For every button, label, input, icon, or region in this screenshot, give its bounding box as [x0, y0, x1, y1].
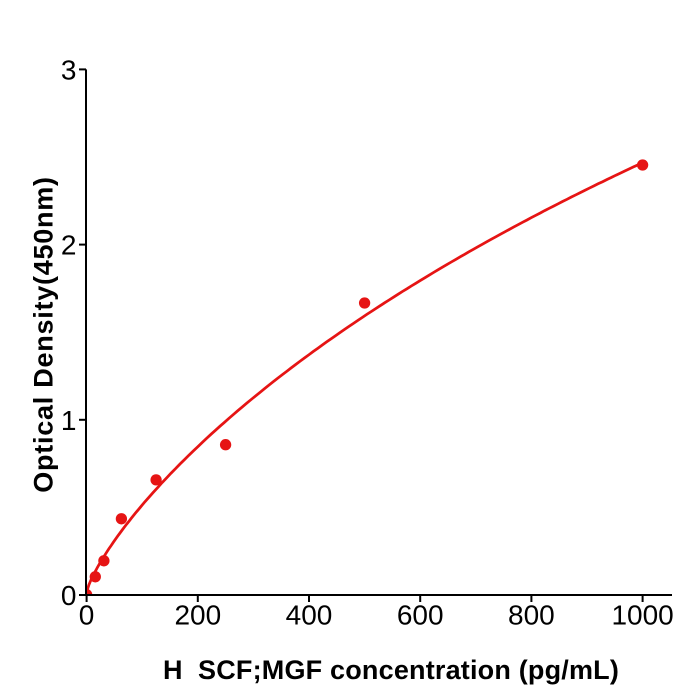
svg-text:600: 600 [397, 599, 444, 630]
svg-text:200: 200 [174, 599, 221, 630]
svg-text:0: 0 [61, 580, 77, 611]
svg-text:1: 1 [61, 405, 77, 436]
svg-text:H SCF;MGF concentration (pg/m: H SCF;MGF concentration (pg/mL) [163, 655, 619, 685]
svg-text:0: 0 [79, 599, 95, 630]
svg-text:400: 400 [286, 599, 333, 630]
svg-text:1000: 1000 [611, 599, 673, 630]
svg-text:3: 3 [61, 54, 77, 85]
svg-text:800: 800 [508, 599, 555, 630]
svg-text:Optical Density(450nm): Optical Density(450nm) [29, 176, 59, 493]
svg-text:2: 2 [61, 230, 77, 261]
